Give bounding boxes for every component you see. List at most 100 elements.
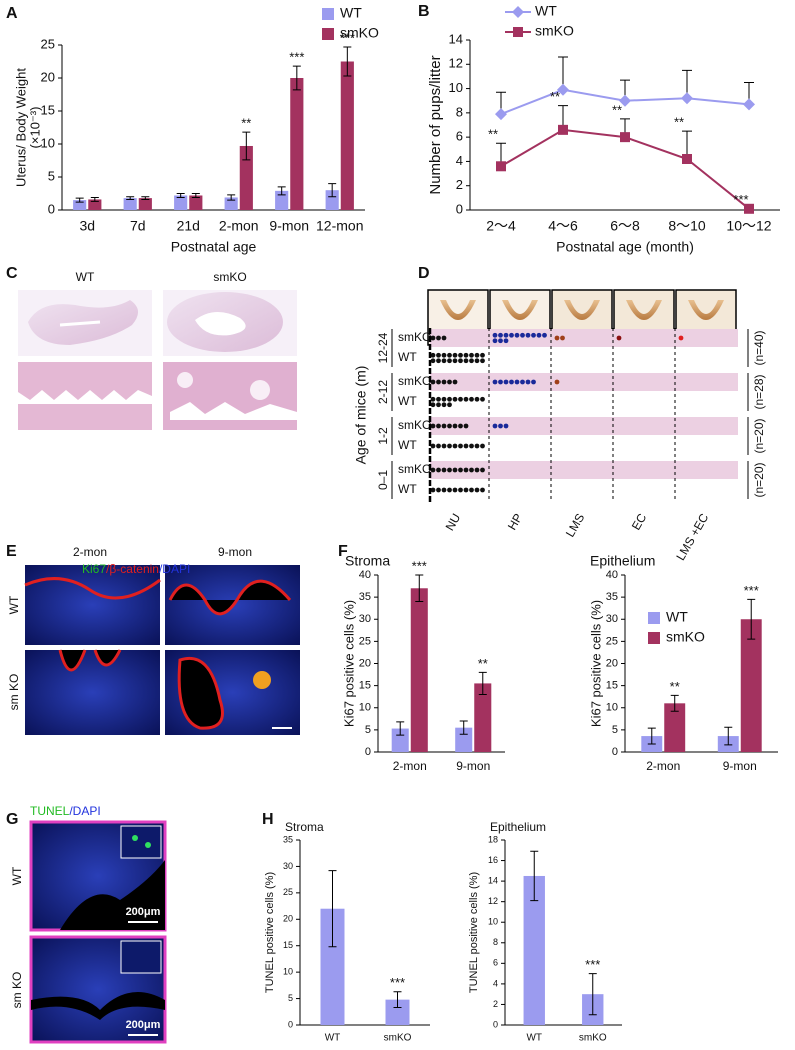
marker — [743, 98, 755, 111]
dot — [509, 332, 514, 338]
dot — [436, 396, 441, 402]
error-bar — [141, 196, 150, 200]
column-label: LMS +EC — [673, 511, 711, 563]
y-tick-label: 10 — [449, 80, 463, 95]
dot — [469, 467, 474, 473]
bar — [138, 198, 152, 210]
x-tick-label: 2-mon — [219, 218, 259, 234]
y-axis-label: Age of mice (m) — [353, 366, 369, 465]
dot-group — [678, 335, 684, 341]
y-tick-label: 18 — [488, 834, 498, 844]
y-tick-label: 20 — [606, 657, 618, 669]
fluorescence-images — [24, 565, 300, 735]
tissue — [502, 300, 538, 320]
bar — [73, 200, 87, 210]
y-tick-label: 5 — [288, 993, 293, 1003]
image-label: WT — [7, 595, 21, 614]
lumen — [59, 320, 101, 327]
y-axis-label: Ki67 positive cells (%) — [588, 600, 603, 727]
dot — [458, 423, 463, 429]
bar — [410, 588, 428, 752]
marker — [681, 92, 693, 105]
y-tick-label: 0 — [48, 201, 55, 216]
marker — [619, 94, 631, 107]
dot — [469, 487, 474, 493]
significance: ** — [478, 656, 488, 671]
dot — [554, 379, 560, 385]
dot — [430, 352, 436, 358]
bar — [740, 619, 762, 752]
dot — [452, 487, 458, 493]
dot — [458, 487, 463, 493]
y-tick-label: 40 — [359, 569, 371, 581]
dot — [480, 467, 485, 473]
panel-label: C — [6, 265, 18, 282]
inset — [120, 940, 162, 974]
bar — [189, 195, 203, 210]
error-bar — [343, 46, 352, 77]
y-axis-label: TUNEL positive cells (%) — [468, 872, 480, 993]
significance: ** — [670, 679, 680, 694]
dot — [441, 423, 447, 429]
dot — [503, 379, 509, 385]
y-tick-label: 30 — [606, 613, 618, 625]
inset — [120, 825, 162, 859]
y-tick-label: 5 — [612, 724, 618, 736]
marker — [620, 132, 630, 143]
dot-group — [430, 487, 485, 493]
dot — [430, 487, 436, 493]
x-tick-label: 4～6 — [548, 218, 578, 234]
dot — [492, 379, 498, 385]
y-tick-label: 20 — [41, 69, 55, 84]
panel-label: F — [338, 543, 348, 560]
marker — [682, 154, 692, 164]
error-bar — [227, 194, 236, 201]
stain-label: TUNEL/DAPI — [30, 804, 101, 818]
dot — [447, 487, 452, 493]
y-tick-label: 5 — [48, 168, 55, 183]
tissue — [564, 300, 600, 320]
bar — [88, 199, 102, 210]
bar — [239, 145, 253, 210]
y-axis-label: Uterus/ Body Weight — [13, 68, 28, 187]
bar — [275, 190, 289, 210]
dot-group — [430, 335, 447, 341]
row-label: WT — [398, 482, 417, 496]
error-bar — [459, 720, 468, 735]
bar — [290, 78, 304, 210]
dot — [436, 443, 441, 449]
dot — [458, 396, 463, 402]
error-bar — [747, 598, 756, 640]
y-tick-label: 25 — [359, 635, 371, 647]
dot — [492, 423, 498, 429]
dot — [474, 487, 480, 493]
labels: A B C D E F G H WT smKO 2-mon 9-mon WT s… — [6, 3, 430, 1031]
y-tick-label: 0 — [612, 746, 618, 758]
dot-group — [492, 379, 536, 385]
chart-title: Epithelium — [490, 820, 546, 834]
epithelium — [168, 579, 292, 616]
dot — [531, 379, 536, 385]
row-label: smKO — [398, 418, 431, 432]
y-axis-label: Number of pups/litter — [427, 55, 444, 194]
error-bar — [242, 131, 251, 161]
error-bar — [191, 193, 200, 198]
dot — [480, 358, 485, 364]
dot — [436, 358, 441, 364]
legend-swatch — [322, 8, 334, 20]
error-bar — [328, 870, 337, 948]
legend-label: WT — [666, 609, 688, 625]
dot — [474, 358, 480, 364]
x-tick-label: 9-mon — [723, 759, 757, 773]
stain-label: Ki67/β-catenin/DAPI — [82, 562, 190, 576]
dot-group — [430, 443, 485, 449]
dot — [441, 358, 447, 364]
dot — [430, 335, 436, 341]
dot — [447, 467, 452, 473]
dot — [469, 352, 474, 358]
dot — [525, 332, 531, 338]
row-band — [430, 329, 738, 347]
row-label: smKO — [398, 374, 431, 388]
dot-group — [554, 379, 560, 385]
scale-bar-label: 200μm — [126, 906, 161, 918]
